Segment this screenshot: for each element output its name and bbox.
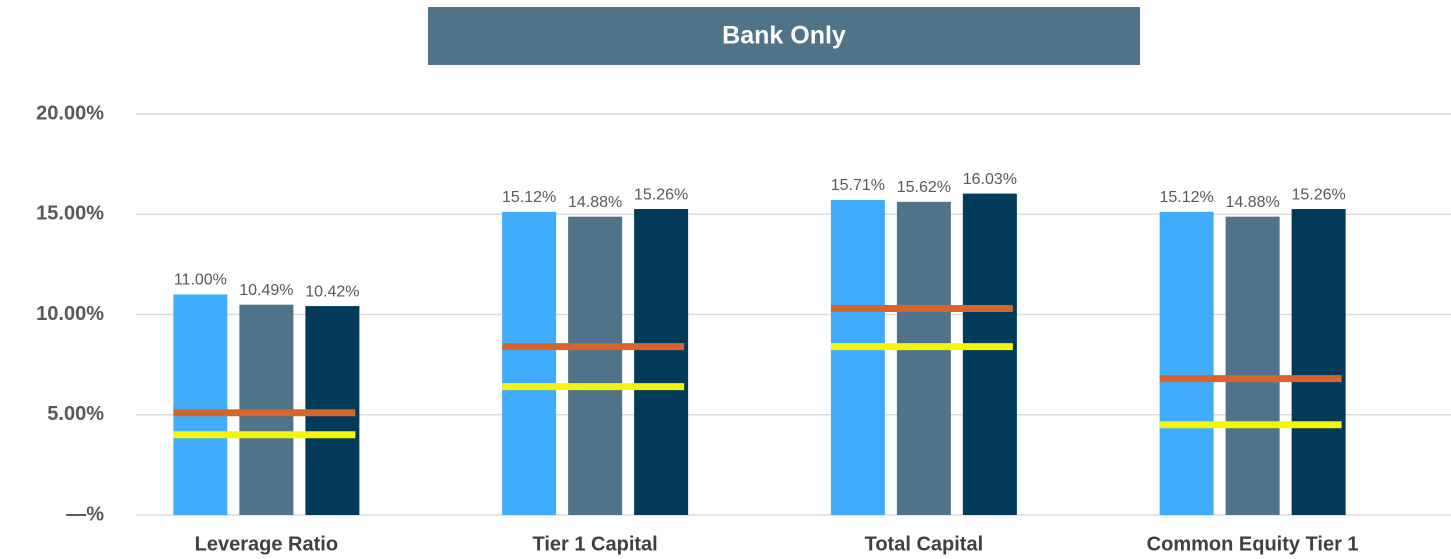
y-tick-label: 10.00%: [36, 303, 104, 325]
value-label: 10.49%: [239, 282, 293, 299]
value-label: 15.26%: [634, 186, 688, 203]
y-tick-label: 15.00%: [36, 203, 104, 225]
value-label: 14.88%: [1225, 194, 1279, 211]
bar: [173, 294, 228, 515]
chart-title: Bank Only: [722, 22, 846, 50]
bar: [634, 209, 689, 516]
value-label: 15.12%: [1159, 189, 1213, 206]
x-tick-label: Tier 1 Capital: [533, 533, 658, 555]
x-tick-label: Common Equity Tier 1: [1147, 533, 1359, 555]
x-tick-label: Total Capital: [865, 533, 984, 555]
bar: [896, 201, 951, 515]
bar: [830, 200, 885, 515]
bar: [1291, 209, 1346, 516]
x-tick-label: Leverage Ratio: [195, 533, 338, 555]
value-label: 15.62%: [897, 179, 951, 196]
y-tick-label: 20.00%: [36, 102, 104, 124]
value-label: 16.03%: [963, 171, 1017, 188]
bar: [568, 216, 623, 515]
bar: [962, 193, 1017, 515]
value-label: 15.71%: [831, 177, 885, 194]
value-label: 10.42%: [305, 283, 359, 300]
bar: [1159, 211, 1214, 515]
value-label: 15.12%: [502, 189, 556, 206]
title-banner: [428, 7, 1140, 65]
value-label: 15.26%: [1291, 186, 1345, 203]
bar: [1225, 216, 1280, 515]
y-tick-label: 5.00%: [47, 403, 104, 425]
value-label: 11.00%: [174, 272, 227, 289]
y-tick-label: —%: [66, 503, 104, 525]
bar: [502, 211, 557, 515]
value-label: 14.88%: [568, 194, 622, 211]
